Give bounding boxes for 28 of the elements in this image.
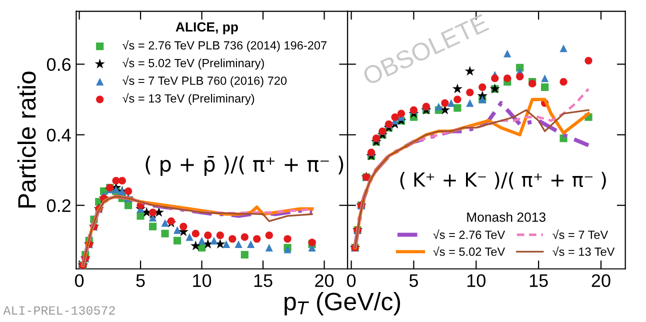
annotation: ( K⁺ + K⁻ )/( π⁺ + π⁻ ): [400, 172, 606, 190]
x-tick-label: 10: [193, 274, 212, 287]
x-tick-label: 5: [409, 274, 418, 287]
y-axis-title: Particle ratio: [17, 72, 36, 208]
x-tick-label: 15: [530, 274, 548, 287]
annotation: ( p + p̄ )/( π⁺ + π⁻ ): [146, 156, 344, 176]
x-tick-label: 10: [467, 274, 486, 287]
x-tick-label: 15: [254, 274, 272, 287]
legend-title: ALICE, pp: [176, 22, 238, 34]
y-tick-label: 0.4: [46, 128, 71, 142]
legend-label: √s = 2.76 TeV: [433, 230, 506, 240]
y-tick-label: 0.6: [46, 58, 71, 71]
x-tick-label: 0: [346, 274, 356, 287]
legend-label: √s = 7 TeV: [552, 230, 608, 240]
x-tick-label: 20: [592, 274, 610, 287]
y-tick-label: 0.2: [46, 199, 70, 212]
legend-title: Monash 2013: [467, 212, 546, 222]
legend-label: √s = 2.76 TeV PLB 736 (2014) 196-207: [122, 40, 326, 52]
legend-label: √s = 5.02 TeV: [433, 246, 506, 256]
x-tick-label: 20: [315, 274, 334, 287]
x-tick-label: 0: [74, 274, 84, 287]
x-tick-label: 5: [136, 274, 145, 287]
legend-label: √s = 13 TeV: [552, 246, 615, 256]
x-axis-title: p$_{T}$ (GeV/c): [284, 292, 400, 316]
legend-label: √s = 5.02 TeV (Preliminary): [122, 58, 264, 70]
legend-label: √s = 13 TeV (Preliminary): [122, 93, 254, 105]
text: ALI-PREL-130572: [3, 306, 115, 315]
legend-label: √s = 7 TeV PLB 760 (2016) 720: [122, 75, 287, 88]
